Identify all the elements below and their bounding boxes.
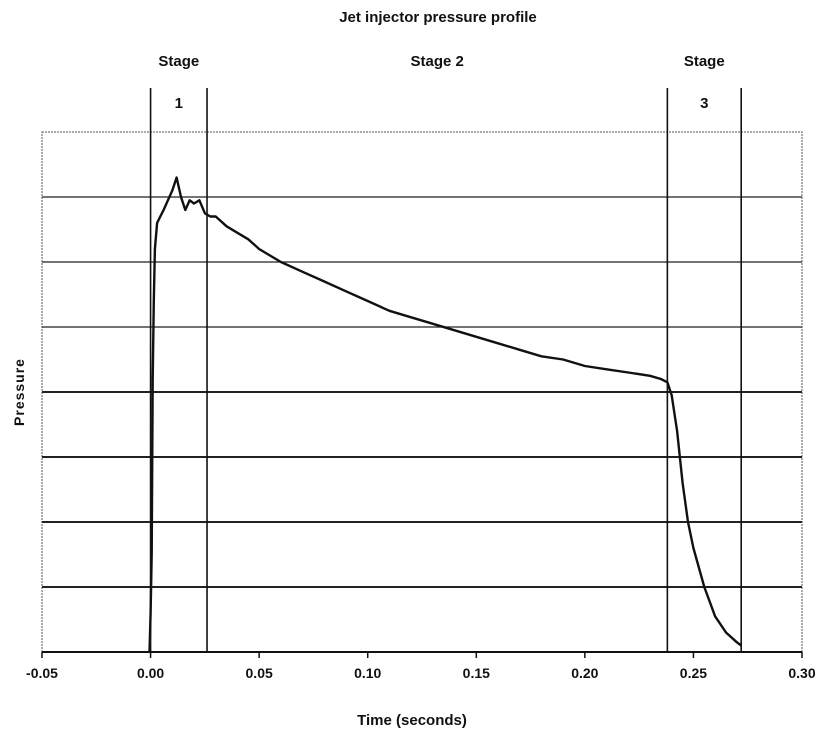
x-tick-label-3: 0.05 [246,665,273,681]
x-tick-label-6: 0.20 [571,665,598,681]
x-tick-label-2: 0.00 [137,665,164,681]
x-ticks [41,652,803,658]
x-axis-label: Time (seconds) [357,712,467,729]
pressure-series-line [148,176,742,653]
grid-lines [42,196,802,588]
plot-area: Stage 1 Stage 2 Stage 3 -0.05 0.00 0.05 0.10 0.1… [26,53,816,681]
chart-title: Jet injector pressure profile [339,9,537,26]
stage-3-label: Stage [684,53,725,70]
stage-2-label: Stage 2 [411,53,464,70]
x-tick-label-1: -0.05 [26,665,58,681]
x-tick-labels: -0.05 0.00 0.05 0.10 0.15 0.20 0.25 0.30 [26,665,816,681]
stage-labels: Stage 1 Stage 2 Stage 3 [158,53,724,112]
y-axis-label: Pressure [11,358,27,426]
x-tick-label-5: 0.15 [463,665,490,681]
stage-3-number: 3 [700,95,708,112]
stage-lines [149,88,743,652]
x-tick-label-7: 0.25 [680,665,707,681]
x-tick-label-8: 0.30 [788,665,815,681]
stage-1-number: 1 [175,95,183,112]
x-tick-label-4: 0.10 [354,665,381,681]
stage-1-label: Stage [158,53,199,70]
